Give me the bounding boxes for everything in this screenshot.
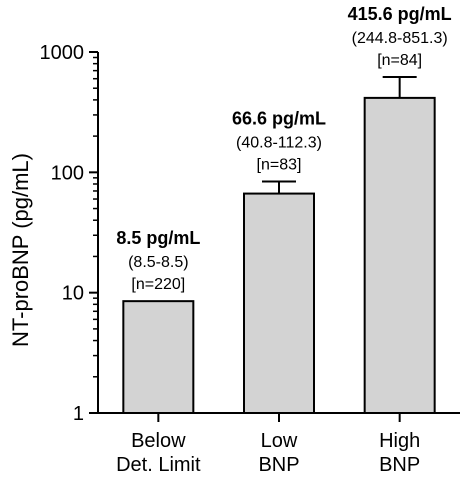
bar <box>363 96 436 414</box>
bar-value-label: 66.6 pg/mL <box>232 108 326 128</box>
bar <box>243 192 315 414</box>
bar-value-label: 415.6 pg/mL <box>348 4 452 24</box>
y-tick-label: 1 <box>73 403 84 425</box>
x-tick-label: BNP <box>379 454 420 476</box>
bar-range-label: (40.8-112.3) <box>236 134 322 151</box>
bar-n-label: [n=83] <box>257 156 302 173</box>
bar-n-label: [n=220] <box>131 276 185 293</box>
y-tick-label: 10 <box>62 283 84 305</box>
bars <box>122 75 436 414</box>
x-tick-label: Det. Limit <box>116 454 201 476</box>
bar-value-label: 8.5 pg/mL <box>116 228 200 248</box>
bar-n-label: [n=84] <box>377 52 422 69</box>
x-tick-label: High <box>379 430 420 452</box>
x-tick-label: Below <box>131 430 186 452</box>
y-axis: 1 10 100 1000 <box>40 42 99 425</box>
y-axis-label: NT-proBNP (pg/mL) <box>8 153 33 347</box>
bar-annotations: [n=220] (8.5-8.5) 8.5 pg/mL [n=83] (40.8-112… <box>116 4 451 293</box>
bar-range-label: (244.8-851.3) <box>352 30 448 47</box>
x-tick-label: Low <box>261 430 298 452</box>
bar-range-label: (8.5-8.5) <box>128 254 188 271</box>
x-tick-label: BNP <box>258 454 299 476</box>
y-tick-label: 1000 <box>40 42 85 64</box>
bar <box>122 300 195 414</box>
y-tick-label: 100 <box>51 162 84 184</box>
